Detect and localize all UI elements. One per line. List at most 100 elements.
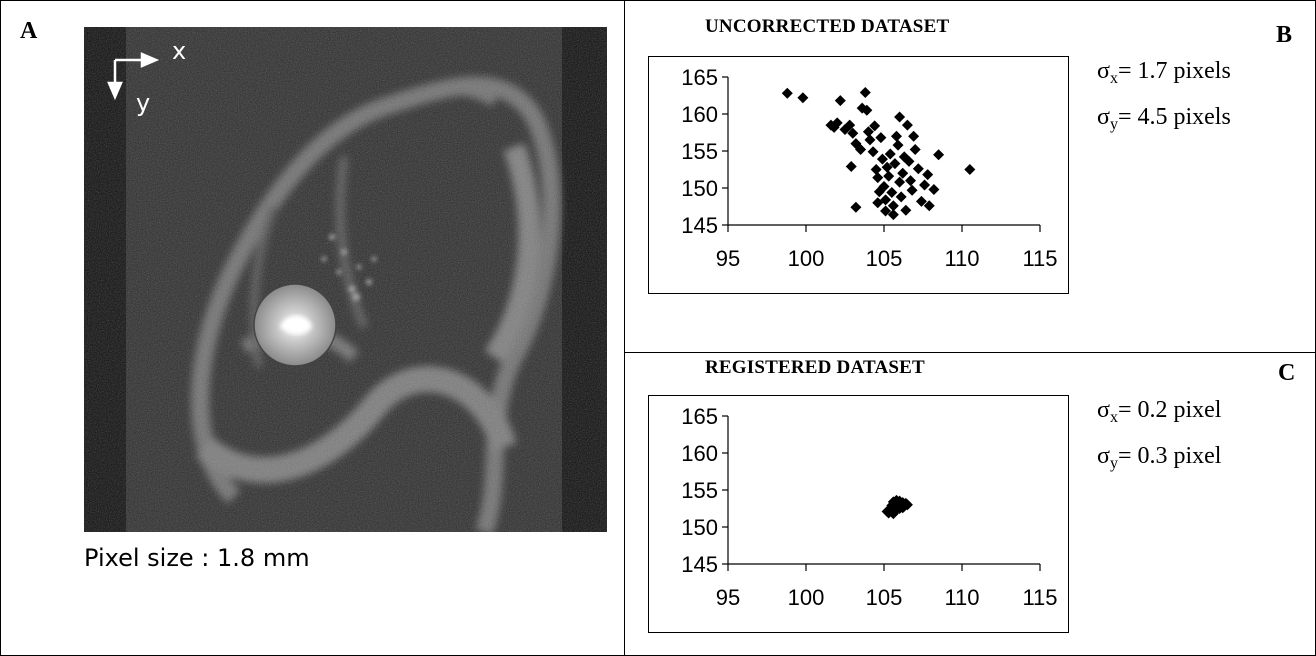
- sigma-symbol: σ: [1097, 397, 1110, 423]
- chart-c-y-tick-label: 165: [681, 404, 718, 429]
- chart-b-x-tick-label: 115: [1022, 246, 1057, 271]
- chart-b-title: UNCORRECTED DATASET: [705, 16, 950, 37]
- chart-b-point: [850, 201, 862, 213]
- axis-x-label: x: [172, 37, 187, 65]
- sigma-value: = 0.2 pixel: [1117, 397, 1222, 423]
- chart-b-point: [886, 186, 898, 198]
- chart-c-x-tick-label: 115: [1022, 585, 1057, 610]
- chart-b-point: [901, 119, 913, 131]
- chart-b-point: [870, 164, 882, 175]
- chart-b-point: [859, 87, 871, 99]
- chart-c-point: [890, 494, 902, 506]
- chart-c-y-tick-label: 160: [681, 441, 718, 466]
- chart-b-point: [847, 127, 859, 139]
- mri-graphic: [84, 27, 607, 532]
- chart-b-point: [928, 183, 940, 195]
- chart-b-point: [869, 120, 881, 132]
- chart-b-point: [889, 158, 901, 170]
- chart-c-x-tick-label: 100: [788, 585, 825, 610]
- chart-b-x-tick-label: 100: [788, 246, 825, 271]
- chart-c-sigma-x: σx= 0.2 pixel: [1097, 397, 1221, 427]
- chart-b-point: [883, 170, 895, 182]
- chart-b-point: [895, 191, 907, 203]
- chart-c-x-tick-label: 95: [716, 585, 740, 610]
- chart-b-point: [922, 169, 934, 181]
- chart-b-y-tick-label: 165: [681, 65, 718, 90]
- chart-b-point: [856, 102, 868, 114]
- chart-b-point: [884, 148, 896, 160]
- chart-c: 145 150 155 160 165 95 100 105 110 115: [648, 395, 1069, 633]
- chart-c-x-tick-label: 105: [866, 585, 903, 610]
- chart-b-point: [878, 181, 890, 193]
- chart-c-svg: 145 150 155 160 165 95 100 105 110 115: [681, 404, 1057, 610]
- chart-b-point: [876, 153, 888, 165]
- chart-b-point: [933, 149, 945, 161]
- sigma-value: = 4.5 pixels: [1117, 104, 1231, 130]
- chart-b-point: [906, 184, 918, 196]
- chart-b-point: [872, 197, 884, 209]
- chart-b-point: [894, 111, 906, 123]
- chart-b-point: [781, 87, 793, 99]
- chart-b-point: [797, 92, 809, 104]
- chart-b-point: [845, 161, 857, 173]
- chart-c-y-tick-label: 150: [681, 515, 718, 540]
- chart-b-point: [919, 179, 931, 191]
- vertical-divider: [624, 0, 625, 656]
- chart-b-y-tick-label: 145: [681, 213, 718, 238]
- chart-b-point: [923, 200, 935, 212]
- chart-b-point: [855, 144, 867, 156]
- sigma-symbol: σ: [1097, 443, 1110, 469]
- sigma-symbol: σ: [1097, 58, 1110, 84]
- chart-b-svg: 145 150 155 160 165 95 100 105 110 115: [681, 65, 1057, 271]
- chart-b-point: [881, 161, 893, 173]
- sigma-subscript: x: [1109, 409, 1118, 426]
- chart-c-y-tick-label: 155: [681, 478, 718, 503]
- sigma-value: = 0.3 pixel: [1117, 443, 1222, 469]
- chart-b-y-tick-label: 160: [681, 102, 718, 127]
- chart-b-point: [912, 163, 924, 175]
- chart-b-point: [915, 195, 927, 207]
- panel-b-letter: B: [1276, 22, 1293, 48]
- chart-b-point: [831, 117, 843, 129]
- sigma-symbol: σ: [1097, 104, 1110, 130]
- chart-b-point: [909, 144, 921, 156]
- sigma-value: = 1.7 pixels: [1117, 58, 1231, 84]
- sigma-subscript: y: [1109, 116, 1118, 133]
- chart-c-x-tick-label: 110: [944, 585, 979, 610]
- axis-y-label: y: [136, 89, 151, 117]
- chart-b-point: [867, 146, 879, 158]
- chart-c-point: [897, 502, 909, 514]
- pixel-size-caption: Pixel size : 1.8 mm: [84, 544, 310, 572]
- chart-b-point: [844, 119, 856, 131]
- chart-b-x-tick-label: 105: [866, 246, 903, 271]
- chart-b-point: [834, 95, 846, 107]
- sigma-subscript: y: [1109, 455, 1118, 472]
- chart-b-point: [872, 172, 884, 184]
- chart-b-point: [900, 204, 912, 216]
- chart-c-title: REGISTERED DATASET: [705, 357, 925, 378]
- chart-b-sigma-x: σx= 1.7 pixels: [1097, 58, 1231, 88]
- chart-b-y-tick-label: 150: [681, 176, 718, 201]
- chart-b-x-tick-label: 110: [944, 246, 979, 271]
- chart-c-y-tick-label: 145: [681, 552, 718, 577]
- chart-b-point: [903, 155, 915, 167]
- chart-b-point: [964, 164, 976, 175]
- chart-b-point: [894, 176, 906, 188]
- chart-b-point: [880, 205, 892, 217]
- chart-b-point: [890, 130, 902, 142]
- chart-c-point: [883, 507, 895, 519]
- chart-b-point: [864, 134, 876, 146]
- sigma-subscript: x: [1109, 70, 1118, 87]
- chart-c-sigma-y: σy= 0.3 pixel: [1097, 443, 1221, 473]
- chart-b-sigma-y: σy= 4.5 pixels: [1097, 104, 1231, 134]
- horizontal-divider: [624, 352, 1316, 353]
- chart-b-point: [908, 130, 920, 142]
- chart-b-point: [887, 209, 899, 221]
- mri-image: x y: [84, 27, 607, 532]
- chart-b-point: [887, 200, 899, 212]
- chart-b-point: [905, 175, 917, 187]
- chart-b-y-tick-label: 155: [681, 139, 718, 164]
- chart-b-x-tick-label: 95: [716, 246, 740, 271]
- chart-b-point: [861, 104, 873, 116]
- panel-a-letter: A: [20, 18, 38, 44]
